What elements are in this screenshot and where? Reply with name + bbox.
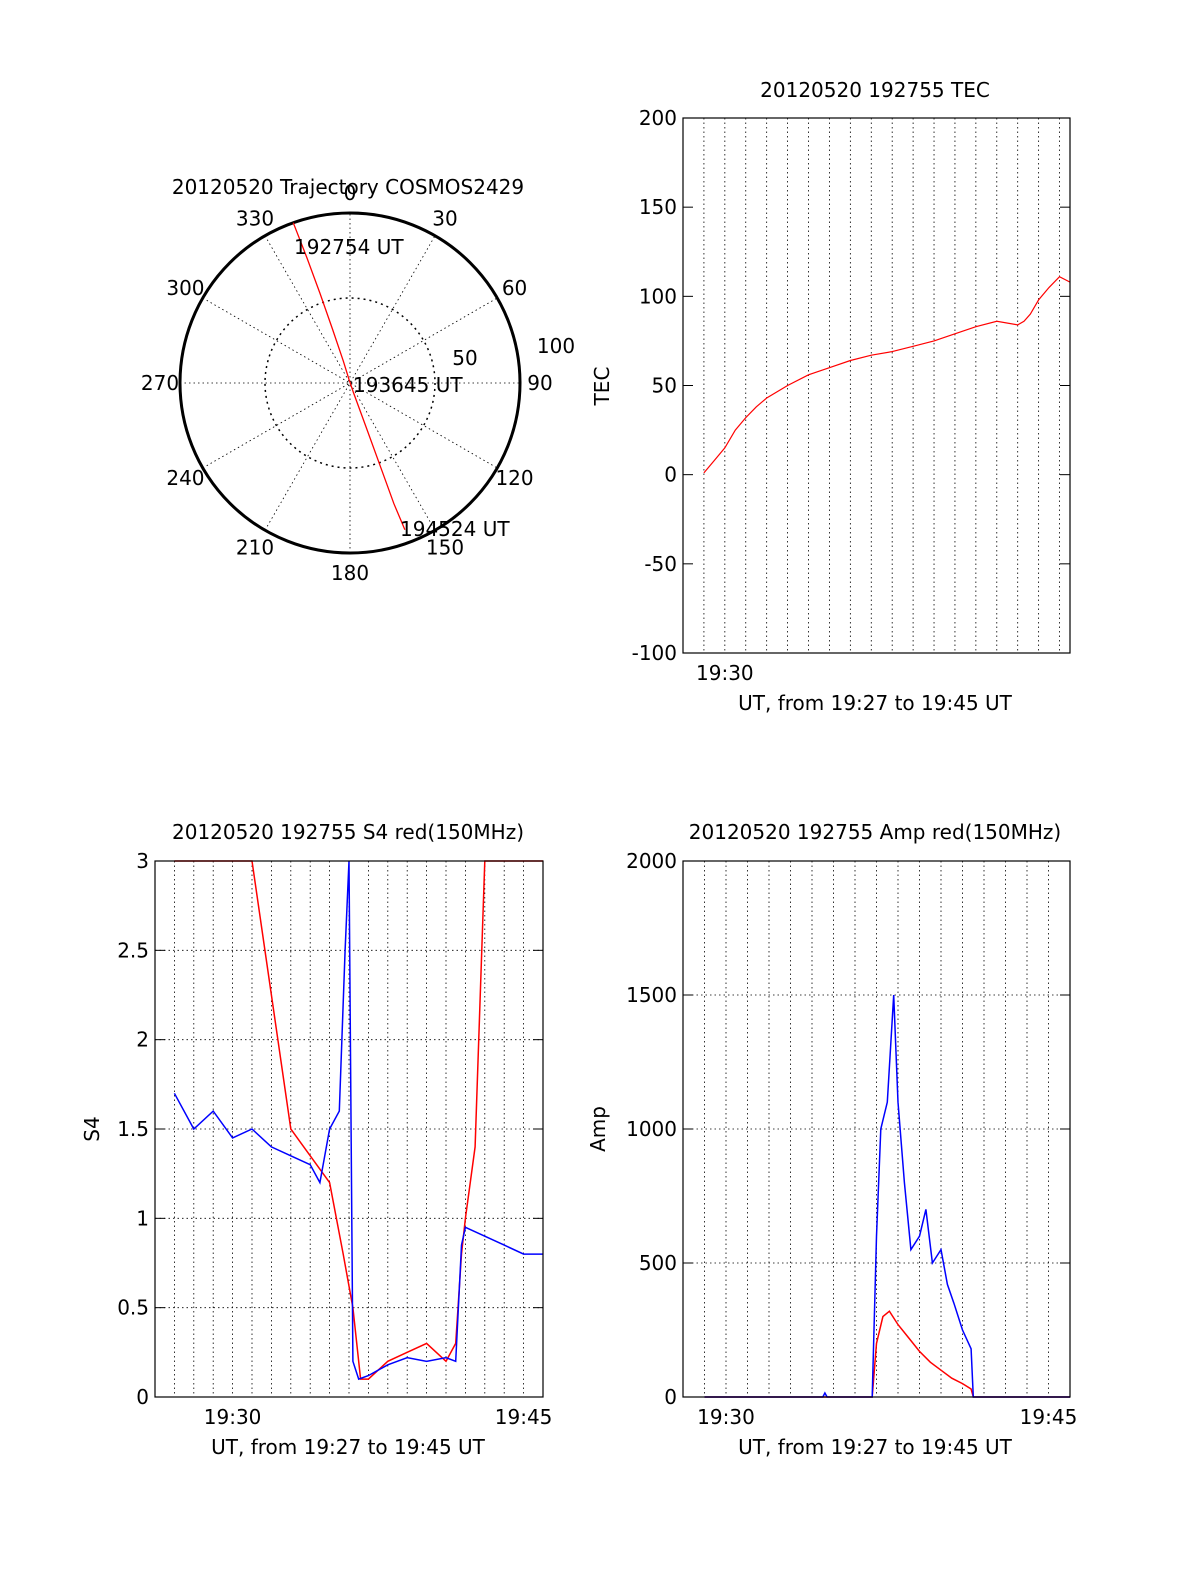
radial-label-50: 50 (452, 346, 477, 370)
x-tick-label: 19:30 (696, 661, 754, 685)
y-tick-label: 0 (136, 1385, 149, 1409)
track-end-label: 194524 UT (400, 517, 510, 541)
s4-series-lines (173, 860, 543, 1381)
amp-y-ticks: 0 500 1000 1500 2000 (626, 849, 1070, 1409)
s4-series-0 (174, 860, 543, 1380)
azimuth-label-300: 300 (166, 276, 204, 300)
y-tick-label: 100 (639, 284, 677, 308)
azimuth-label-180: 180 (331, 561, 369, 585)
amp-series-1 (704, 994, 1070, 1398)
s4-y-axis-label: S4 (80, 1116, 104, 1141)
amp-plot-frame (682, 860, 1071, 1398)
tec-y-ticks: -100 -50 0 50 100 150 200 (632, 106, 1070, 665)
y-tick-label: 200 (639, 106, 677, 130)
s4-grid (155, 861, 543, 1397)
s4-plot-frame (154, 860, 544, 1398)
tec-plot-frame (682, 117, 1071, 654)
y-tick-label: 0 (664, 463, 677, 487)
tec-y-axis-label: TEC (590, 367, 614, 407)
s4-y-ticks: 0 0.5 1 1.5 2 2.5 3 (117, 849, 543, 1409)
polar-trajectory-panel: 20120520 Trajectory COSMOS2429 0 30 60 90 12… (141, 175, 575, 585)
azimuth-label-30: 30 (432, 206, 457, 230)
y-tick-label: 2000 (626, 849, 677, 873)
azimuth-labels: 0 30 60 90 120 150 180 210 240 270 300 330 (141, 181, 553, 585)
x-tick-label: 19:30 (204, 1405, 262, 1429)
y-tick-label: 1000 (626, 1117, 677, 1141)
s4-x-tick-labels: 19:30 19:45 (204, 1405, 553, 1429)
azimuth-label-90: 90 (527, 371, 552, 395)
y-tick-label: 1 (136, 1206, 149, 1230)
amp-panel: 20120520 192755 Amp red(150MHz) 0 500 1000… (586, 820, 1077, 1459)
trajectory-track (292, 222, 406, 531)
y-tick-label: 1500 (626, 983, 677, 1007)
radial-label-100: 100 (537, 334, 575, 358)
y-tick-label: 1.5 (117, 1117, 149, 1141)
y-tick-label: 500 (639, 1251, 677, 1275)
amp-x-tick-labels: 19:30 19:45 (697, 1405, 1077, 1429)
tec-series-line (703, 275, 1071, 474)
amp-x-axis-label: UT, from 19:27 to 19:45 UT (738, 1435, 1013, 1459)
x-tick-label: 19:45 (495, 1405, 553, 1429)
amp-y-axis-label: Amp (586, 1106, 610, 1152)
azimuth-label-120: 120 (495, 466, 533, 490)
amp-title: 20120520 192755 Amp red(150MHz) (689, 820, 1061, 844)
tec-panel: 20120520 192755 TEC -100-50050100150200 … (590, 78, 1071, 715)
tec-title: 20120520 192755 TEC (760, 78, 990, 102)
amp-grid (683, 861, 1070, 1397)
polar-title: 20120520 Trajectory COSMOS2429 (172, 175, 524, 199)
track-start-label: 192754 UT (294, 235, 404, 259)
y-tick-label: 3 (136, 849, 149, 873)
tec-grid (703, 118, 1060, 653)
azimuth-label-0: 0 (344, 181, 357, 205)
tec-x-tick-labels: 19:30 (696, 661, 754, 685)
y-tick-label: 0.5 (117, 1296, 149, 1320)
azimuth-label-60: 60 (502, 276, 527, 300)
x-tick-label: 19:45 (1020, 1405, 1078, 1429)
y-tick-label: -100 (632, 641, 677, 665)
tec-x-axis-label: UT, from 19:27 to 19:45 UT (738, 691, 1013, 715)
azimuth-label-330: 330 (236, 206, 274, 230)
y-tick-label: -50 (644, 552, 677, 576)
amp-series-lines (704, 994, 1070, 1398)
amp-series-0 (704, 1310, 1070, 1398)
y-tick-label: 2.5 (117, 938, 149, 962)
s4-title: 20120520 192755 S4 red(150MHz) (172, 820, 524, 844)
azimuth-label-240: 240 (166, 466, 204, 490)
y-tick-label: 0 (664, 1385, 677, 1409)
azimuth-label-150: 150 (426, 536, 464, 560)
s4-x-axis-label: UT, from 19:27 to 19:45 UT (211, 1435, 486, 1459)
azimuth-label-210: 210 (236, 536, 274, 560)
s4-panel: 20120520 192755 S4 red(150MHz) 0 0.5 1 1.5 2… (80, 820, 552, 1459)
y-tick-label: 150 (639, 195, 677, 219)
azimuth-label-270: 270 (141, 371, 179, 395)
x-tick-label: 19:30 (697, 1405, 755, 1429)
y-tick-label: 50 (652, 374, 677, 398)
track-mid-label: 193645 UT (353, 373, 463, 397)
y-tick-label: 2 (136, 1028, 149, 1052)
polar-inner-ring (264, 297, 436, 469)
s4-series-1 (173, 860, 543, 1381)
